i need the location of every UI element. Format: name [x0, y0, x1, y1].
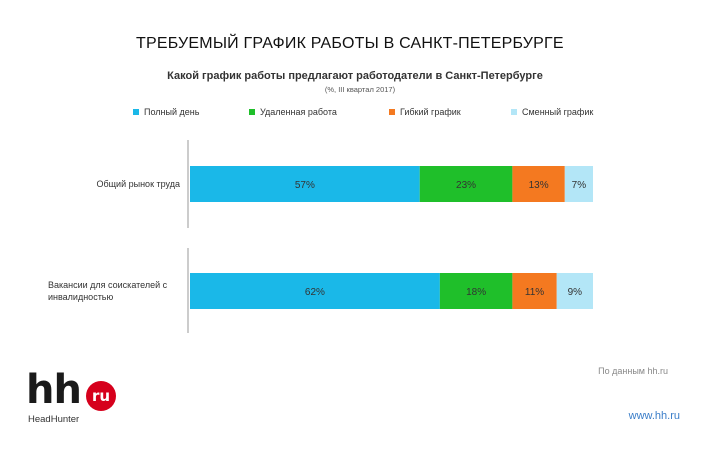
category-label-0: Общий рынок труда [97, 179, 181, 189]
data-label-0-1: 23% [456, 180, 476, 191]
chart-legend: Полный день Удаленная работа Гибкий граф… [0, 107, 720, 121]
bar-segment-0-3 [564, 166, 593, 202]
bar-segment-0-2 [512, 166, 565, 202]
legend-label-shift: Сменный график [522, 107, 594, 117]
logo-brand-text: HeadHunter [28, 414, 80, 425]
data-label-1-2: 11% [525, 287, 544, 298]
bar-segment-1-0 [190, 273, 440, 309]
legend-label-full-day: Полный день [144, 107, 200, 117]
website-link[interactable]: www.hh.ru [628, 410, 680, 422]
bar-segment-0-1 [419, 166, 513, 202]
logo-hh-text: hh [26, 367, 82, 413]
category-label-1: Вакансии для соискателей с инвалидностью [48, 280, 168, 302]
data-label-0-3: 7% [572, 180, 587, 191]
source-footnote: По данным hh.ru [598, 366, 668, 376]
legend-swatch-remote [249, 109, 255, 115]
data-label-1-1: 18% [466, 287, 486, 298]
legend-swatch-flexible [389, 109, 395, 115]
legend-label-flexible: Гибкий график [400, 107, 461, 117]
data-label-1-0: 62% [305, 287, 325, 298]
legend-label-remote: Удаленная работа [260, 107, 337, 117]
legend-item-flexible: Гибкий график [389, 107, 461, 117]
legend-item-full-day: Полный день [133, 107, 199, 117]
legend-item-remote: Удаленная работа [249, 107, 337, 117]
bar-segment-1-1 [439, 273, 513, 309]
bar-segment-0-0 [190, 166, 420, 202]
bar-segment-1-3 [556, 273, 593, 309]
chart-title: Какой график работы предлагают работодат… [167, 70, 543, 82]
legend-swatch-full-day [133, 109, 139, 115]
headhunter-logo: hh ru HeadHunter [26, 367, 136, 432]
legend-swatch-shift [511, 109, 517, 115]
slide-title: ТРЕБУЕМЫЙ ГРАФИК РАБОТЫ В САНКТ-ПЕТЕРБУР… [136, 35, 564, 52]
logo-ru-circle: ru [86, 381, 116, 411]
logo-ru-text: ru [91, 387, 111, 405]
data-label-0-2: 13% [529, 180, 549, 191]
data-label-1-3: 9% [568, 287, 583, 298]
legend-item-shift: Сменный график [511, 107, 593, 117]
data-label-0-0: 57% [295, 180, 315, 191]
chart-subtitle: (%, III квартал 2017) [324, 85, 396, 94]
bar-segment-1-2 [512, 273, 557, 309]
